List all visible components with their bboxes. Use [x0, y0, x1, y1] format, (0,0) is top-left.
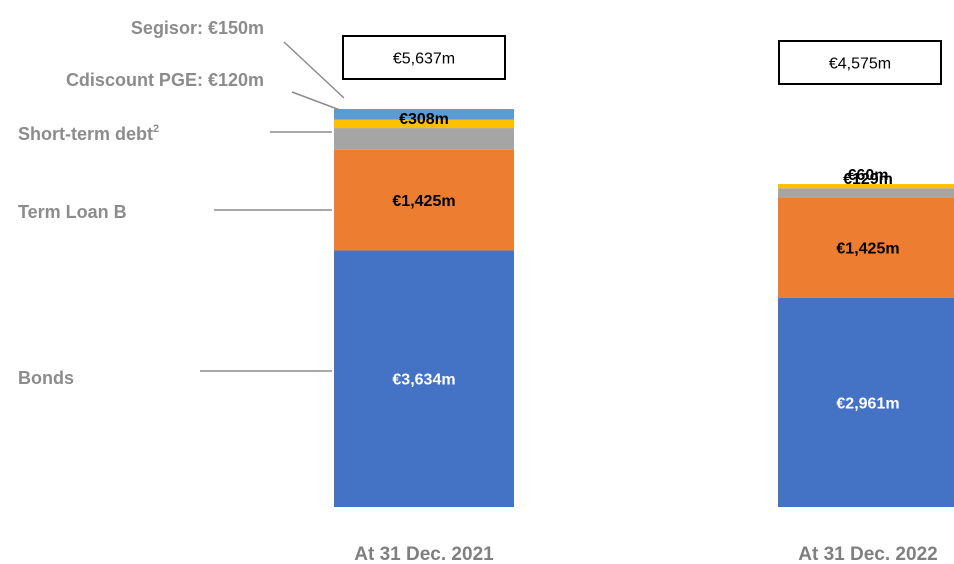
bar-term-loan-b-1	[334, 149, 514, 251]
bar-term-loan-b-2	[778, 197, 954, 298]
bar-cdiscount-pge-2	[778, 184, 954, 189]
total-box-2	[778, 40, 942, 85]
side-label-term-loan-b: Term Loan B	[18, 202, 127, 222]
bar-bonds-2	[778, 297, 954, 507]
data-label-bonds-2: €2,961m	[836, 396, 899, 413]
leader-line-cdiscount-pge	[291, 91, 341, 111]
side-label-cdiscount-pge: Cdiscount PGE: €120m	[66, 70, 264, 90]
data-label-short-term-debt-2: €129m	[843, 171, 893, 188]
total-label-2: €4,575m	[829, 56, 891, 73]
side-label-bonds: Bonds	[18, 368, 74, 388]
leader-line-segisor	[283, 41, 345, 99]
leader-lines	[200, 41, 345, 372]
bar-short-term-debt-2	[778, 188, 954, 198]
bar-bonds-1	[334, 250, 514, 507]
total-callouts: €5,637m €4,575m	[342, 35, 942, 85]
category-label-2: At 31 Dec. 2022	[798, 544, 937, 564]
bar-segisor-1	[334, 109, 514, 120]
data-label-bonds-1: €3,634m	[392, 372, 455, 389]
data-labels: €3,634m €1,425m €308m €2,961m €1,425m €129m€6…	[392, 111, 899, 412]
series-side-labels: Segisor: €150m Cdiscount PGE: €120m Short-…	[18, 18, 264, 388]
data-label-cdiscount-pge-2: €60m	[848, 167, 889, 184]
category-labels: At 31 Dec. 2021 At 31 Dec. 2022	[354, 544, 937, 564]
bar-segments	[334, 109, 954, 507]
side-label-short-term-debt: Short-term debt2	[18, 123, 159, 144]
data-label-term-loan-b-1: €1,425m	[392, 193, 455, 210]
bar-cdiscount-pge-1	[334, 119, 514, 129]
total-box-1	[342, 35, 506, 80]
category-label-1: At 31 Dec. 2021	[354, 544, 494, 564]
side-label-segisor: Segisor: €150m	[131, 18, 264, 38]
bar-short-term-debt-1	[334, 128, 514, 150]
data-label-term-loan-b-2: €1,425m	[836, 241, 899, 258]
data-label-short-term-debt-1: €308m	[399, 111, 449, 128]
total-label-1: €5,637m	[393, 51, 455, 68]
